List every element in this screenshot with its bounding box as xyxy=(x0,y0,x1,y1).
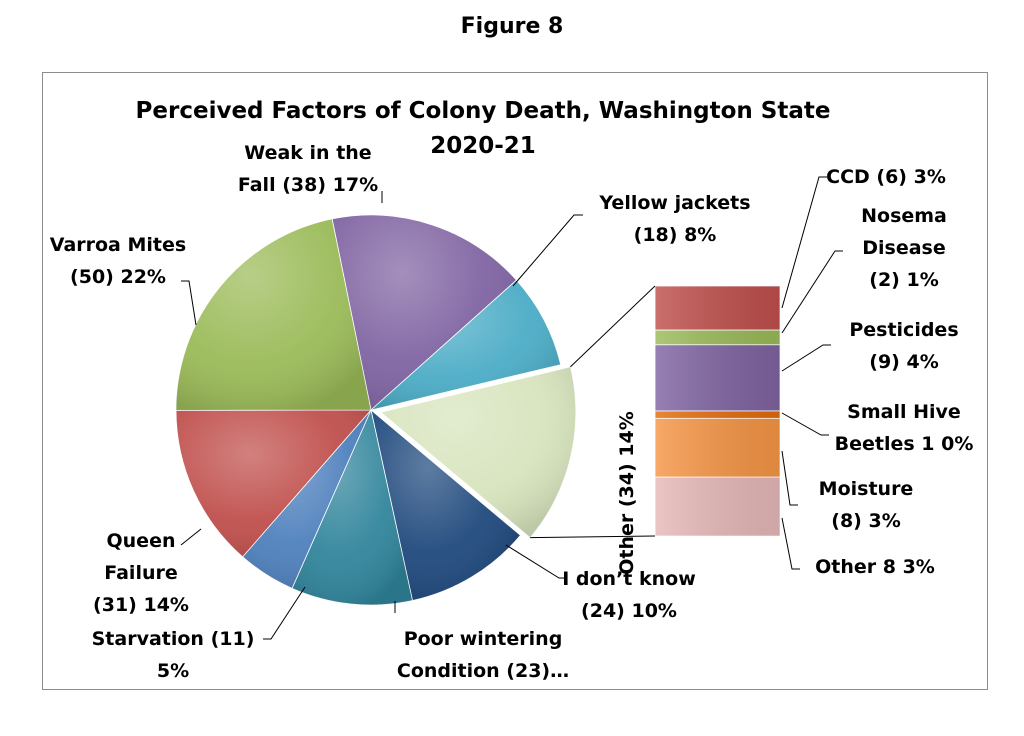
chart-title-line: 2020-21 xyxy=(430,133,536,159)
data-labels: Weak in the Fall (38) 17% Yellow jackets (1… xyxy=(50,142,974,682)
data-label-breakdown-other: Other 8 3% xyxy=(815,556,935,578)
leader-line-yellow-jackets xyxy=(512,214,583,287)
bar-of-pie-chart: Perceived Factors of Colony Death, Washi… xyxy=(50,98,974,682)
breakdown-bar xyxy=(530,285,781,539)
leader-line-i-don-t-know xyxy=(505,544,567,579)
data-label-queen-failure: Queen Failure (31) 14% xyxy=(93,530,189,616)
data-label-breakdown-small-hive-beetles: Small Hive Beetles 1 0% xyxy=(835,401,974,455)
leader-line-breakdown-nosema-disease xyxy=(781,250,843,334)
data-label-breakdown-moisture: Moisture (8) 3% xyxy=(819,478,914,532)
data-label-yellow-jackets: Yellow jackets (18) 8% xyxy=(598,192,750,246)
data-label-other: Other (34) 14% xyxy=(616,411,638,575)
leader-line-starvation xyxy=(263,586,306,640)
leader-line-breakdown-small-hive-beetles xyxy=(781,412,829,436)
bar-segment-shading xyxy=(655,344,780,411)
bar-segment-shading xyxy=(655,418,780,478)
data-label-i-don-t-know: I don’t know (24) 10% xyxy=(562,568,696,622)
chart-title-line: Perceived Factors of Colony Death, Washi… xyxy=(136,98,831,124)
data-label-weak-in-the-fall: Weak in the Fall (38) 17% xyxy=(238,142,378,196)
pie xyxy=(175,214,577,606)
data-label-breakdown-pesticides: Pesticides (9) 4% xyxy=(849,319,958,373)
data-label-poor-wintering-condition: Poor wintering Condition (23)… xyxy=(397,628,569,682)
bar-segment-shading xyxy=(655,286,780,331)
connector-line-top xyxy=(570,285,656,368)
connector-line-bottom xyxy=(530,535,656,539)
leader-line-breakdown-ccd xyxy=(781,176,827,309)
bar-segment-shading xyxy=(655,477,780,536)
leader-line-breakdown-other xyxy=(781,517,800,570)
leader-line-breakdown-pesticides xyxy=(781,344,831,372)
chart-title: Perceived Factors of Colony Death, Washi… xyxy=(136,98,831,159)
leader-line-varroa-mites xyxy=(181,280,197,326)
data-label-starvation: Starvation (11) 5% xyxy=(92,628,255,682)
figure-label: Figure 8 xyxy=(460,14,564,39)
bar-segment-shading xyxy=(655,330,780,345)
leader-line-queen-failure xyxy=(180,528,202,546)
bar-segment-shading xyxy=(655,411,780,419)
data-label-breakdown-ccd: CCD (6) 3% xyxy=(826,166,946,188)
chart-frame: Perceived Factors of Colony Death, Washi… xyxy=(42,72,988,690)
data-label-varroa-mites: Varroa Mites (50) 22% xyxy=(50,234,186,288)
data-label-breakdown-nosema-disease: Nosema Disease (2) 1% xyxy=(861,205,947,291)
leader-line-breakdown-moisture xyxy=(781,450,798,506)
